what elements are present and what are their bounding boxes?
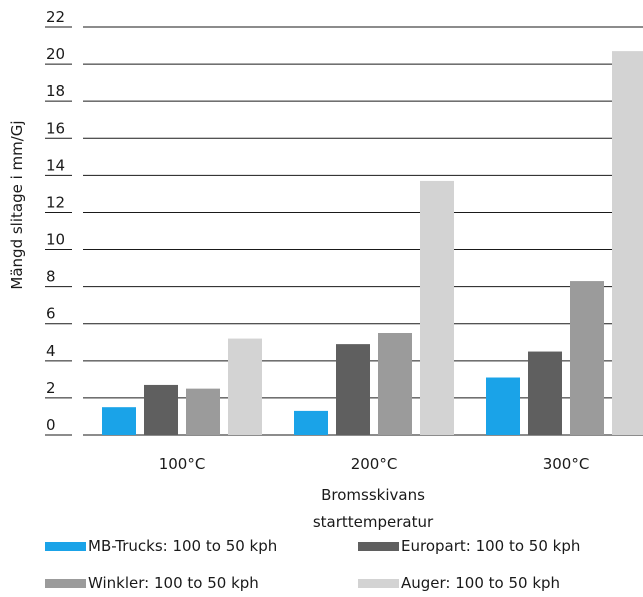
y-tick-label: 6 xyxy=(46,305,56,323)
legend-swatch xyxy=(358,542,399,551)
x-axis-title-line-1: Bromsskivans xyxy=(321,486,425,504)
bar xyxy=(570,281,604,435)
bar xyxy=(186,388,220,435)
legend-label: Winkler: 100 to 50 kph xyxy=(88,574,259,592)
y-tick-label: 16 xyxy=(46,119,65,137)
x-category-label: 100°C xyxy=(159,455,206,473)
bar xyxy=(336,344,370,435)
legend-label: Europart: 100 to 50 kph xyxy=(401,537,580,555)
x-category-labels: 100°C 200°C 300°C xyxy=(159,455,590,473)
y-tick-label: 20 xyxy=(46,45,65,63)
bar xyxy=(420,180,454,435)
y-tick-label: 4 xyxy=(46,342,56,360)
legend-swatch xyxy=(358,579,399,588)
y-tick-label: 12 xyxy=(46,193,65,211)
bars xyxy=(102,51,643,435)
bar xyxy=(102,407,136,435)
bar xyxy=(228,338,262,435)
y-tick-label: 8 xyxy=(46,268,56,286)
y-tick-label: 18 xyxy=(46,82,65,100)
x-axis-title-line-2: starttemperatur xyxy=(313,513,434,531)
x-category-label: 300°C xyxy=(543,455,590,473)
y-tick-label: 0 xyxy=(46,416,56,434)
bar xyxy=(486,377,520,435)
y-axis-title: Mängd slitage i mm/Gj xyxy=(8,120,26,289)
legend-label: Auger: 100 to 50 kph xyxy=(401,574,560,592)
bar xyxy=(144,384,178,435)
legend-swatch xyxy=(45,579,86,588)
bar xyxy=(528,351,562,435)
legend-label: MB-Trucks: 100 to 50 kph xyxy=(88,537,277,555)
y-tick-label: 14 xyxy=(46,156,65,174)
y-tick-labels: 0 2 4 6 8 10 12 14 16 18 20 22 xyxy=(46,8,65,434)
legend: MB-Trucks: 100 to 50 kph Europart: 100 to… xyxy=(45,537,580,592)
bar xyxy=(612,51,643,435)
y-tick-label: 2 xyxy=(46,379,56,397)
y-tick-label: 22 xyxy=(46,8,65,26)
x-category-label: 200°C xyxy=(351,455,398,473)
bar xyxy=(378,333,412,435)
y-tick-label: 10 xyxy=(46,231,65,249)
legend-swatch xyxy=(45,542,86,551)
bar xyxy=(294,410,328,435)
